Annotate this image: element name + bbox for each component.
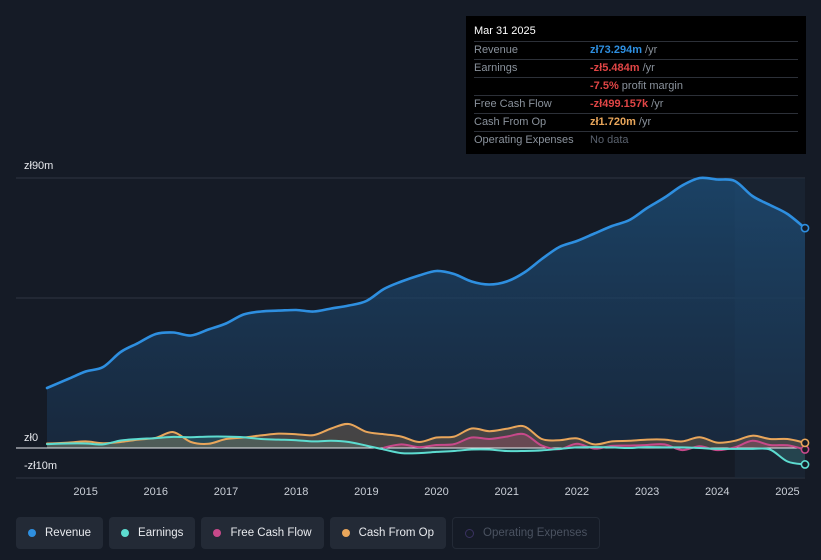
legend-item-free-cash-flow[interactable]: Free Cash Flow [201, 517, 324, 549]
legend-dot-icon [341, 529, 350, 537]
legend-dot-icon [465, 528, 475, 538]
x-tick-label-2022: 2022 [565, 486, 589, 498]
legend-label: Revenue [45, 527, 92, 539]
tooltip-row-value: No data [590, 134, 629, 146]
x-tick-label-2020: 2020 [424, 486, 448, 498]
tooltip-row-label: Revenue [474, 44, 519, 56]
earnings-line [46, 435, 806, 466]
tooltip-row: Earnings -zł5.484m /yr [474, 60, 798, 78]
legend-label: Cash From Op [358, 527, 435, 539]
tooltip-row: -7.5% profit margin [474, 78, 798, 96]
legend-dot-icon [28, 529, 36, 537]
legend-item-operating-expenses[interactable]: Operating Expenses [452, 517, 601, 549]
legend-label: Operating Expenses [483, 527, 588, 539]
legend-label: Free Cash Flow [230, 527, 312, 539]
tooltip-row-unit: /yr [641, 44, 658, 56]
tooltip-row-label: Cash From Op [474, 116, 547, 128]
tooltip-row-label: Earnings [474, 62, 518, 74]
legend-item-earnings[interactable]: Earnings [109, 517, 196, 549]
tooltip-row-unit: /yr [635, 116, 652, 128]
revenue-line [45, 176, 807, 390]
legend-dot-icon [213, 529, 222, 537]
tooltip-row: Operating Expenses No data [474, 132, 798, 149]
y-label-zero: zł0 [24, 432, 38, 444]
tooltip-row-label [474, 78, 590, 95]
x-tick-label-2015: 2015 [73, 486, 97, 498]
x-tick-label-2018: 2018 [284, 486, 308, 498]
free-cash-flow-line [382, 432, 806, 452]
earnings-area [47, 436, 805, 465]
chart-legend: Revenue Earnings Free Cash Flow Cash From O… [16, 517, 601, 549]
x-tick-label-2024: 2024 [705, 486, 729, 498]
tooltip-row-label: Operating Expenses [474, 134, 574, 146]
x-tick-label-2017: 2017 [214, 486, 238, 498]
tooltip-row-value: zł1.720m [590, 116, 636, 128]
legend-dot-icon [121, 529, 130, 537]
tooltip-row-unit: profit margin [618, 80, 683, 92]
data-tooltip: Mar 31 2025 Revenue zł73.294m /yr Earnings… [466, 16, 806, 154]
tooltip-row-value: zł73.294m [590, 44, 642, 56]
tooltip-row: Revenue zł73.294m /yr [474, 42, 798, 60]
revenue-end-marker [800, 223, 810, 233]
tooltip-row: Cash From Op zł1.720m /yr [474, 114, 798, 132]
x-tick-label-2023: 2023 [635, 486, 659, 498]
tooltip-row-unit: /yr [648, 98, 664, 110]
legend-item-revenue[interactable]: Revenue [16, 517, 104, 549]
x-tick-label-2019: 2019 [354, 486, 378, 498]
tooltip-row-value: -zł499.157k [590, 98, 649, 110]
tooltip-row-unit: /yr [639, 62, 655, 74]
x-tick-label-2021: 2021 [494, 486, 518, 498]
tooltip-row-value: -zł5.484m [590, 62, 640, 74]
legend-item-cash-from-op[interactable]: Cash From Op [329, 517, 447, 549]
tooltip-date: Mar 31 2025 [474, 24, 798, 42]
cash-from-op-line [46, 422, 806, 446]
y-label-bottom: -zł10m [24, 460, 57, 472]
revenue-area [47, 177, 805, 448]
earnings-end-marker [800, 460, 810, 469]
tooltip-row: Free Cash Flow -zł499.157k /yr [474, 96, 798, 114]
tooltip-row-value: -7.5% [590, 80, 619, 92]
x-tick-label-2016: 2016 [144, 486, 168, 498]
x-tick-label-2025: 2025 [775, 486, 799, 498]
free-cash-flow-area [383, 433, 805, 451]
cash-from-op-end-marker [800, 438, 810, 448]
legend-label: Earnings [138, 527, 184, 539]
y-label-top: zł90m [24, 160, 53, 172]
tooltip-row-label: Free Cash Flow [474, 98, 552, 110]
